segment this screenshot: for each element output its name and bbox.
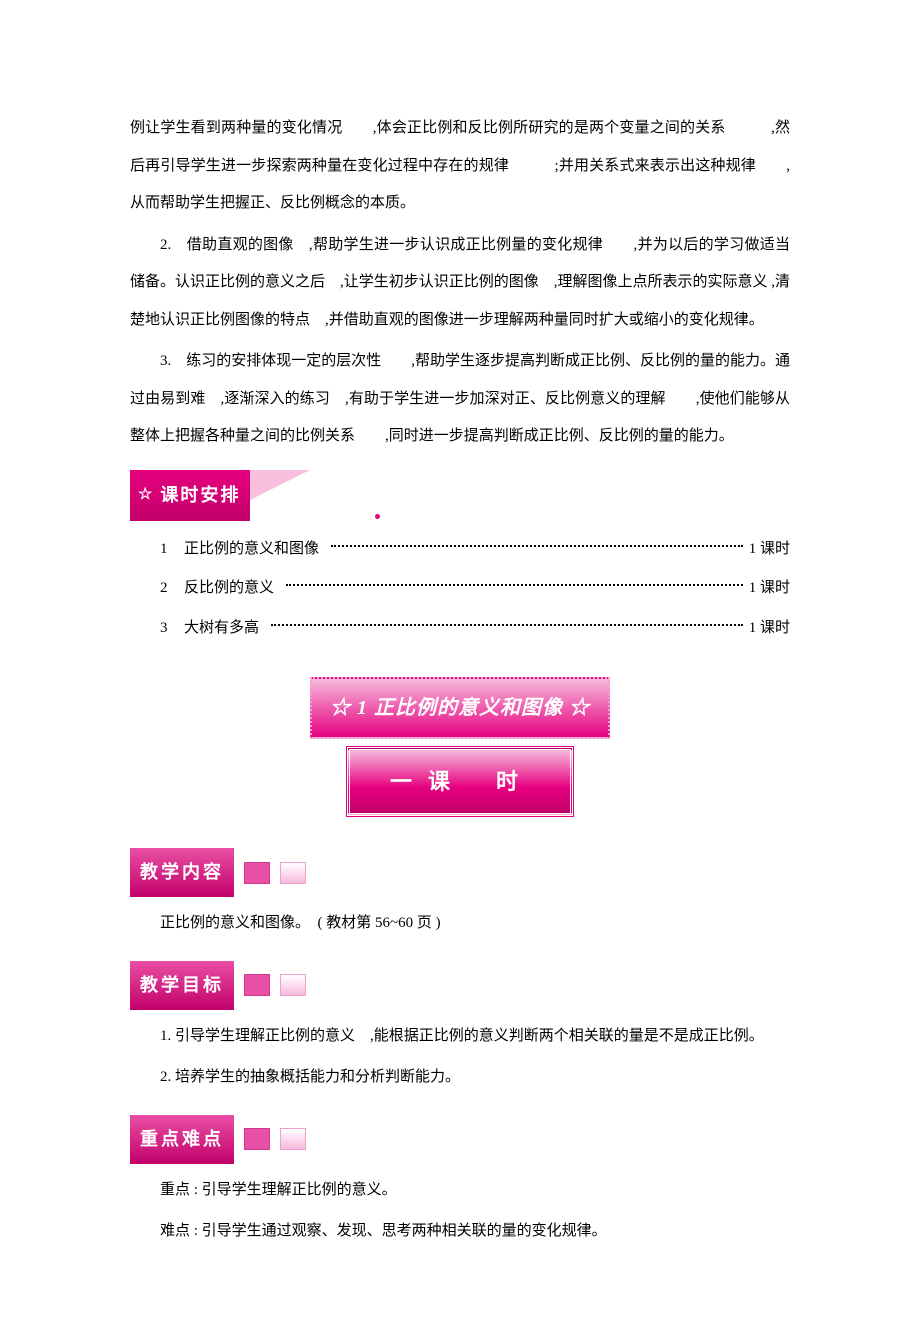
keypoints-item: 重点 : 引导学生理解正比例的意义。	[130, 1172, 790, 1210]
square-icon	[244, 1128, 270, 1150]
toc-num: 3	[160, 610, 184, 648]
keypoints-header: 重点难点	[130, 1115, 306, 1164]
toc-row: 3 大树有多高 1 课时	[160, 610, 790, 648]
keypoints-label: 重点难点	[130, 1115, 234, 1164]
toc-hours: 1 课时	[749, 570, 790, 608]
lesson-banner: 一课 时	[347, 747, 573, 816]
chapter-banner: ☆ 1 正比例的意义和图像 ☆	[310, 677, 610, 739]
star-icon: ☆	[138, 475, 154, 515]
lesson-dash: 一	[390, 769, 416, 794]
dot-icon	[375, 514, 380, 519]
goals-label: 教学目标	[130, 961, 234, 1010]
paragraph-1: 例让学生看到两种量的变化情况 ,体会正比例和反比例所研究的是两个变量之间的关系 …	[130, 110, 790, 223]
chapter-banner-block: ☆ 1 正比例的意义和图像 ☆ 一课 时	[130, 677, 790, 816]
toc-dots	[331, 545, 743, 547]
lesson-label: 课 时	[428, 769, 530, 794]
goals-item: 2. 培养学生的抽象概括能力和分析判断能力。	[130, 1059, 790, 1097]
paragraph-2: 2. 借助直观的图像 ,帮助学生进一步认识成正比例量的变化规律 ,并为以后的学习…	[130, 227, 790, 340]
toc-num: 1	[160, 531, 184, 569]
star-icon: ☆	[569, 697, 590, 719]
toc-title: 大树有多高	[184, 610, 265, 648]
schedule-label: 课时安排	[160, 473, 240, 518]
toc-hours: 1 课时	[749, 610, 790, 648]
schedule-header: ☆ 课时安排	[130, 470, 250, 521]
keypoints-item: 难点 : 引导学生通过观察、发现、思考两种相关联的量的变化规律。	[130, 1213, 790, 1251]
chapter-num: 1	[357, 697, 368, 719]
content-header: 教学内容	[130, 848, 306, 897]
star-icon: ☆	[330, 697, 351, 719]
square-icon	[280, 1128, 306, 1150]
square-icon	[244, 862, 270, 884]
content-body: 正比例的意义和图像。 ( 教材第 56~60 页 )	[130, 905, 790, 943]
square-icon	[280, 862, 306, 884]
content-label: 教学内容	[130, 848, 234, 897]
square-icon	[280, 974, 306, 996]
goals-item: 1. 引导学生理解正比例的意义 ,能根据正比例的意义判断两个相关联的量是不是成正…	[130, 1018, 790, 1056]
toc-dots	[271, 624, 743, 626]
toc-row: 1 正比例的意义和图像 1 课时	[160, 531, 790, 569]
toc-num: 2	[160, 570, 184, 608]
toc-dots	[286, 584, 743, 586]
goals-header: 教学目标	[130, 961, 306, 1010]
toc-title: 反比例的意义	[184, 570, 280, 608]
toc-row: 2 反比例的意义 1 课时	[160, 570, 790, 608]
chapter-title: 正比例的意义和图像	[374, 697, 563, 719]
toc-hours: 1 课时	[749, 531, 790, 569]
square-icon	[244, 974, 270, 996]
toc-title: 正比例的意义和图像	[184, 531, 325, 569]
paragraph-3: 3. 练习的安排体现一定的层次性 ,帮助学生逐步提高判断成正比例、反比例的量的能…	[130, 343, 790, 456]
